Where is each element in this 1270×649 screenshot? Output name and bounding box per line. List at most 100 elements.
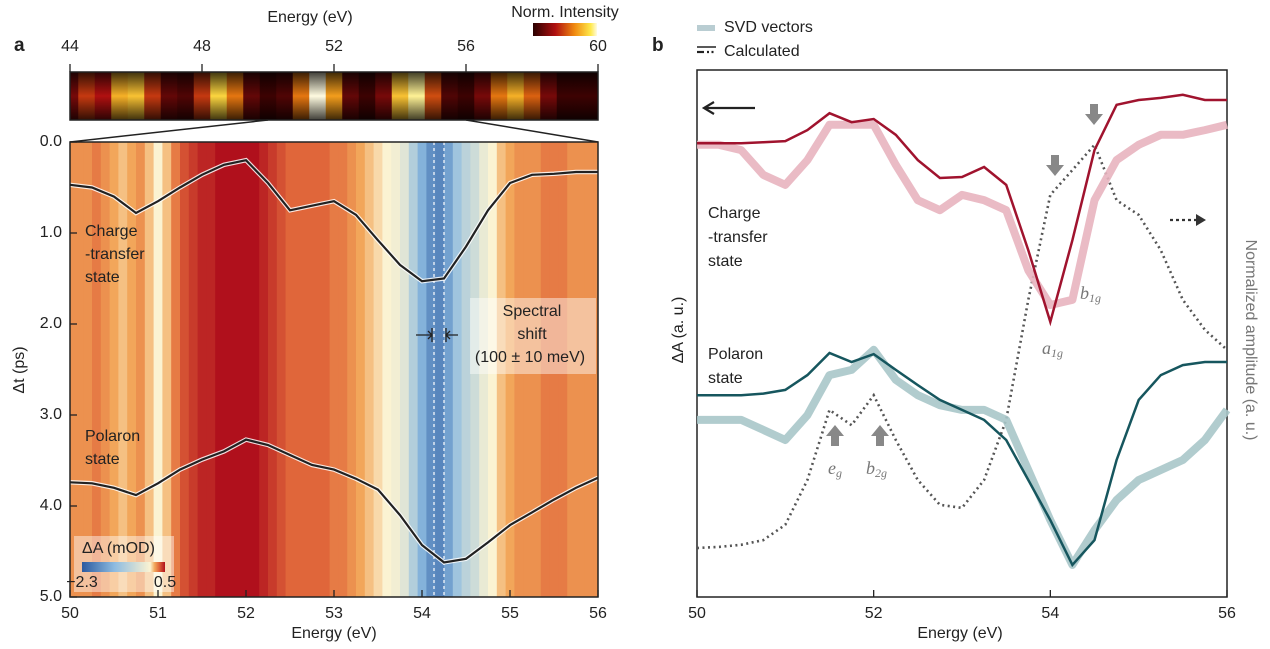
state-label: state [708,370,743,387]
heatmap-cell [382,142,391,597]
heatmap-cell [435,142,444,597]
strip-shade [70,72,598,120]
colorbar-tick-label: −2.3 [66,574,98,591]
x-tick-label: 53 [325,605,343,622]
colorbar [82,562,165,572]
peak-label: eg [828,458,842,480]
colorbar-label: ΔA (mOD) [82,540,155,557]
x-tick-label: 54 [413,605,431,622]
state-label: -transfer [708,229,768,246]
y-axis-title: ΔA (a. u.) [670,297,687,364]
annotation-text: Spectral [503,303,562,320]
annotation-text: shift [517,326,547,343]
heatmap-cell [356,142,365,597]
heatmap-cell [189,142,198,597]
state-label: Charge [708,205,761,222]
peak-symbol: b [1080,283,1089,303]
calculated-line [697,95,1227,322]
heatmap-cell [74,142,83,597]
trace-label: Charge [85,223,138,240]
heatmap-cell [374,142,383,597]
legend-label: SVD vectors [724,19,813,36]
colorbar-label: Norm. Intensity [511,4,619,21]
y2-axis-title: Normalized amplitude (a. u.) [1242,240,1259,441]
heatmap-cell [162,142,171,597]
trace-label: Polaron [85,428,140,445]
heatmap-cell [154,142,163,597]
heatmap-cell [365,142,374,597]
x-tick-label: 56 [457,38,475,55]
axis-arrow [704,102,755,114]
y-tick-label: 3.0 [40,406,62,423]
heatmap-cell [92,142,101,597]
heatmap-cell [101,142,110,597]
amplitude-line [697,145,1227,548]
y-axis-title: Δt (ps) [11,346,28,393]
y-tick-label: 5.0 [40,588,62,605]
x-axis-title: Energy (eV) [267,9,352,26]
colorbar [533,23,597,36]
heatmap-cell [145,142,154,597]
x-tick-label: 48 [193,38,211,55]
peak-subscript: g [836,466,842,480]
peak-label: a1g [1042,338,1063,360]
x-axis-title: Energy (eV) [291,625,376,642]
heatmap-cell [250,142,259,597]
heatmap-cell [242,142,251,597]
heatmap-cell [312,142,321,597]
x-tick-label: 55 [501,605,519,622]
trace-label: state [85,269,120,286]
x-tick-label: 54 [1041,605,1059,622]
legend-label: Calculated [724,43,800,60]
peak-symbol: b [866,458,875,478]
svd-line [697,350,1227,565]
heatmap-cell [233,142,242,597]
x-tick-label: 56 [1218,605,1236,622]
peak-subscript: 1g [1051,346,1063,360]
x-tick-label: 52 [237,605,255,622]
heatmap-cell [330,142,339,597]
x-axis-title: Energy (eV) [917,625,1002,642]
state-label: state [708,253,743,270]
peak-label: b1g [1080,283,1101,305]
heatmap-cell [462,142,471,597]
peak-subscript: 1g [1089,291,1101,305]
peak-arrow [826,104,1103,446]
zoom-connector [466,120,598,142]
heatmap-cell [259,142,268,597]
heatmap-cell [268,142,277,597]
heatmap-cell [198,142,207,597]
trace-label: state [85,451,120,468]
peak-symbol: a [1042,338,1051,358]
x-tick-label: 56 [589,605,607,622]
peak-symbol: e [828,458,836,478]
legend: SVD vectors Calculated [697,19,813,60]
colorbar-tick-label: 0.5 [154,574,176,591]
trace-label: -transfer [85,246,145,263]
heatmap-cell [453,142,462,597]
line-plot: 50525456Charge-transferstatePolaronstate… [688,95,1236,622]
heatmap-cell [303,142,312,597]
y-tick-label: 0.0 [40,133,62,150]
peak-subscript: 2g [875,466,887,480]
calculated-line [697,353,1227,565]
heatmap-cell [321,142,330,597]
x-tick-label: 60 [589,38,607,55]
x-tick-label: 51 [149,605,167,622]
x-tick-label: 52 [325,38,343,55]
x-tick-label: 50 [688,605,706,622]
heatmap-cell [180,142,189,597]
heatmap-cell [277,142,286,597]
heatmap-cell [391,142,400,597]
plot-frame [697,70,1227,597]
svd-line [697,125,1227,305]
y-tick-label: 1.0 [40,224,62,241]
y-tick-label: 4.0 [40,497,62,514]
state-label: Polaron [708,346,763,363]
x-tick-label: 50 [61,605,79,622]
heatmap-cell [444,142,453,597]
heatmap-cell [418,142,427,597]
heatmap-cell [215,142,224,597]
